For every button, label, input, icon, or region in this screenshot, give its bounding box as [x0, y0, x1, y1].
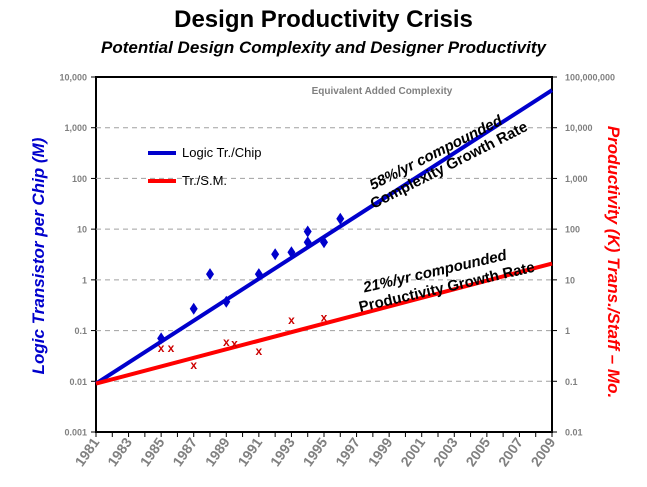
- x-tick-label: 1989: [202, 434, 233, 469]
- data-point-logic: [206, 268, 214, 281]
- y2-tick-label: 0.1: [565, 377, 578, 387]
- productivity-annotation: 21%/yr compounded Productivity Growth Ra…: [357, 247, 536, 316]
- y-tick-label: 1: [82, 275, 87, 285]
- y-tick-label: 100: [72, 174, 87, 184]
- y2-tick-label: 10,000: [565, 123, 593, 133]
- data-point-logic: [320, 236, 328, 249]
- x-tick-label: 1985: [137, 434, 168, 469]
- legend-label-logic: Logic Tr./Chip: [182, 145, 262, 160]
- y2-tick-label: 100,000,000: [565, 73, 615, 83]
- y-tick-label: 1,000: [64, 123, 87, 133]
- data-point-tr-sm: x: [321, 311, 328, 325]
- data-point-tr-sm: x: [158, 341, 165, 355]
- x-tick-label: 1999: [365, 434, 396, 469]
- chart-subtitle: Potential Design Complexity and Designer…: [101, 38, 546, 57]
- data-point-logic: [303, 236, 312, 249]
- data-point-tr-sm: x: [231, 337, 238, 351]
- y2-tick-label: 10: [565, 275, 575, 285]
- x-tick-label: 2007: [495, 434, 526, 469]
- legend-label-tr-sm: Tr./S.M.: [182, 173, 227, 188]
- y-axis-label: Logic Transistor per Chip (M): [29, 137, 48, 374]
- data-point-logic: [222, 295, 231, 308]
- data-point-tr-sm: x: [256, 344, 263, 358]
- data-point-logic: [157, 332, 166, 345]
- series-line-tr-sm: [95, 261, 553, 386]
- x-tick-label: 1993: [267, 434, 298, 469]
- x-tick-label: 1997: [332, 434, 363, 469]
- data-point-tr-sm: x: [288, 313, 295, 327]
- x-tick-label: 2009: [527, 434, 558, 469]
- x-tick-label: 1991: [234, 434, 265, 469]
- y-tick-label: 0.01: [69, 377, 87, 387]
- data-point-logic: [303, 225, 312, 238]
- data-point-logic: [254, 268, 263, 281]
- y2-tick-label: 0.01: [565, 428, 583, 438]
- y2-axis-label: Productivity (K) Trans./Staff – Mo.: [604, 126, 623, 398]
- x-tick-label: 1983: [104, 434, 135, 469]
- data-point-tr-sm: x: [223, 335, 230, 349]
- y2-tick-label: 1: [565, 326, 570, 336]
- top-label: Equivalent Added Complexity: [312, 86, 453, 97]
- y-tick-label: 0.001: [64, 428, 87, 438]
- x-tick-label: 1981: [71, 434, 102, 469]
- legend: Logic Tr./Chip Tr./S.M.: [148, 145, 262, 188]
- x-tick-label: 2003: [430, 434, 461, 469]
- data-point-tr-sm: x: [190, 358, 197, 372]
- x-tick-label: 2001: [397, 434, 428, 469]
- chart-title: Design Productivity Crisis: [174, 6, 473, 33]
- x-tick-label: 1995: [299, 434, 330, 469]
- data-point-logic: [336, 212, 345, 225]
- data-point-logic: [287, 246, 296, 259]
- y2-tick-label: 1,000: [565, 174, 588, 184]
- data-point-logic: [189, 302, 198, 315]
- y-tick-label: 10,000: [59, 73, 87, 83]
- x-tick-label: 1987: [169, 434, 200, 469]
- y-tick-label: 10: [77, 225, 87, 235]
- data-point-tr-sm: x: [168, 341, 175, 355]
- data-point-logic: [271, 248, 280, 261]
- y2-tick-label: 100: [565, 225, 580, 235]
- x-tick-label: 2005: [462, 434, 493, 469]
- y-tick-label: 0.1: [74, 326, 87, 336]
